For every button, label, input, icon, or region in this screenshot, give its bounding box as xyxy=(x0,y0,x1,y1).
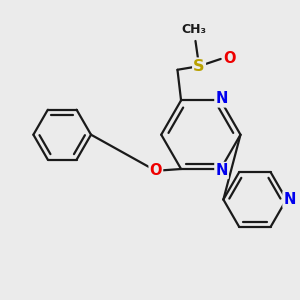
Text: O: O xyxy=(224,52,236,67)
Text: N: N xyxy=(215,163,228,178)
Text: N: N xyxy=(284,192,296,207)
Text: N: N xyxy=(215,92,228,106)
Text: S: S xyxy=(193,59,205,74)
Text: CH₃: CH₃ xyxy=(181,23,206,37)
Text: O: O xyxy=(150,163,162,178)
